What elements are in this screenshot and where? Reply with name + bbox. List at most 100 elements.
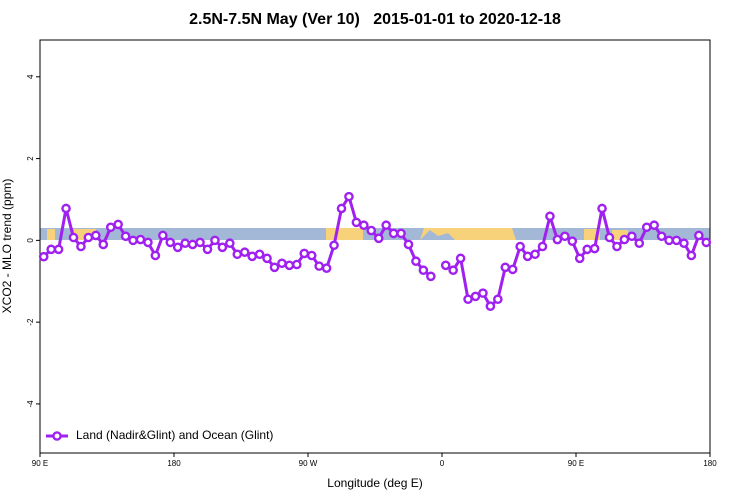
data-point xyxy=(426,271,436,282)
data-point xyxy=(232,249,243,260)
data-point xyxy=(373,233,384,244)
data-point xyxy=(403,239,414,250)
data-point xyxy=(701,237,712,248)
chart-title: 2.5N-7.5N May (Ver 10) 2015-01-01 to 202… xyxy=(189,11,561,28)
data-point xyxy=(254,249,265,260)
data-point xyxy=(381,220,391,231)
data-point xyxy=(91,230,101,241)
data-point xyxy=(46,244,56,255)
x-tick-label: 0 xyxy=(440,459,445,468)
x-axis-label: Longitude (deg E) xyxy=(327,476,422,490)
data-point xyxy=(128,235,138,246)
data-point xyxy=(120,231,131,242)
data-point xyxy=(567,236,578,246)
data-point xyxy=(612,241,622,252)
data-point xyxy=(336,203,347,214)
data-point xyxy=(440,260,451,271)
x-tick-label: 90 E xyxy=(568,459,584,468)
data-point xyxy=(649,220,659,231)
y-tick-label: -4 xyxy=(26,400,35,408)
data-point xyxy=(158,230,168,241)
legend-label: Land (Nadir&Glint) and Ocean (Glint) xyxy=(76,428,273,442)
x-tick-label: 90 E xyxy=(32,459,48,468)
data-point xyxy=(113,219,123,230)
data-point xyxy=(627,231,637,242)
data-point xyxy=(634,238,645,249)
data-point xyxy=(262,253,272,264)
data-point xyxy=(38,251,49,262)
y-tick-label: -2 xyxy=(26,318,35,326)
data-point xyxy=(98,239,109,250)
data-point xyxy=(277,258,287,269)
data-point xyxy=(582,244,592,255)
data-point xyxy=(656,231,667,242)
data-point xyxy=(269,262,280,273)
data-point xyxy=(686,250,697,261)
data-point xyxy=(187,239,198,250)
data-point xyxy=(560,231,570,242)
data-point xyxy=(470,291,481,302)
data-point xyxy=(537,241,548,252)
data-point xyxy=(411,256,421,267)
data-point xyxy=(172,242,183,253)
data-point xyxy=(83,232,94,243)
data-point xyxy=(344,191,354,202)
data-point xyxy=(105,222,116,233)
data-point xyxy=(202,244,213,255)
data-point xyxy=(210,235,220,246)
data-point xyxy=(225,238,235,249)
data-point xyxy=(574,253,585,264)
data-point xyxy=(306,250,317,261)
data-point xyxy=(150,250,161,261)
data-point xyxy=(299,248,310,259)
land-band xyxy=(584,229,600,240)
y-tick-label: 0 xyxy=(26,238,35,243)
data-point xyxy=(396,228,406,239)
x-tick-label: 180 xyxy=(703,459,717,468)
land-band xyxy=(326,228,363,240)
data-point xyxy=(135,234,146,245)
data-point xyxy=(493,294,503,305)
data-point xyxy=(463,294,473,305)
data-point xyxy=(448,265,458,276)
data-point xyxy=(165,237,176,248)
data-point xyxy=(239,247,250,258)
x-tick-label: 90 W xyxy=(299,459,318,468)
data-point xyxy=(522,251,533,262)
y-tick-label: 4 xyxy=(26,74,35,79)
data-point xyxy=(247,251,257,262)
data-point xyxy=(284,260,295,271)
land-band xyxy=(47,229,55,240)
data-point xyxy=(515,241,525,252)
data-point xyxy=(455,253,466,264)
data-point xyxy=(351,217,362,228)
data-point xyxy=(478,288,488,298)
data-point xyxy=(321,263,332,273)
data-point xyxy=(530,249,540,260)
data-point xyxy=(329,240,339,251)
data-point xyxy=(292,259,302,270)
legend-marker xyxy=(52,431,62,441)
data-point xyxy=(589,243,600,254)
data-point xyxy=(694,230,704,241)
x-tick-label: 180 xyxy=(167,459,181,468)
data-point xyxy=(388,228,399,239)
data-point xyxy=(195,237,205,248)
land-band xyxy=(612,230,628,240)
data-point xyxy=(61,203,71,214)
data-point xyxy=(68,232,79,243)
data-point xyxy=(485,301,496,312)
data-point xyxy=(217,242,228,253)
data-point xyxy=(53,244,64,255)
y-tick-label: 2 xyxy=(26,156,35,161)
data-point xyxy=(507,264,518,275)
data-point xyxy=(314,261,324,271)
data-point xyxy=(545,211,555,222)
data-point xyxy=(552,234,563,245)
data-point xyxy=(671,235,682,246)
plot-frame xyxy=(39,39,711,454)
data-point xyxy=(679,238,689,249)
data-point xyxy=(664,235,674,246)
data-point xyxy=(143,237,153,248)
